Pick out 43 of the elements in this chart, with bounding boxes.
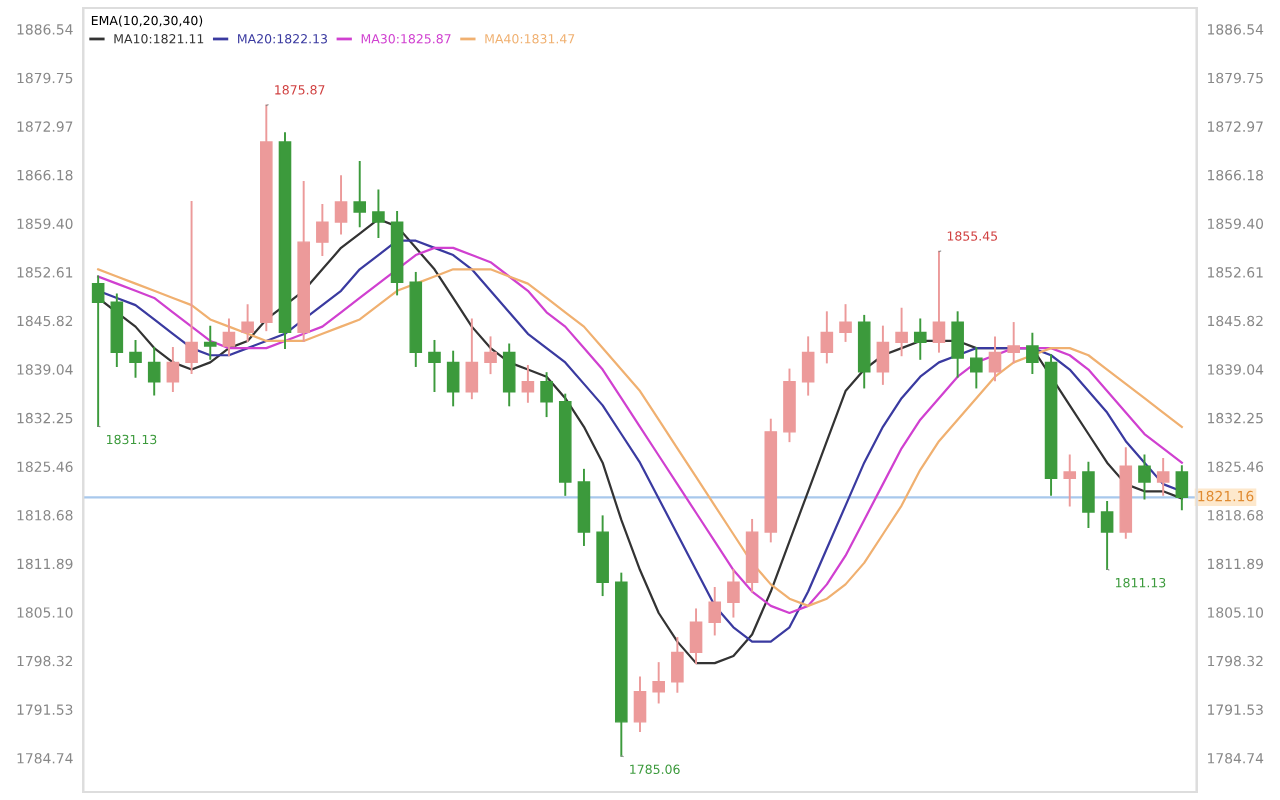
candlestick	[727, 569, 740, 618]
candlestick	[895, 307, 908, 357]
candlestick	[147, 347, 161, 396]
candlestick	[1156, 458, 1170, 496]
candlestick	[1026, 332, 1039, 375]
candlestick	[970, 347, 983, 389]
candlestick	[876, 325, 890, 385]
candlestick	[1175, 465, 1189, 511]
candlestick	[652, 662, 665, 704]
candlestick	[1100, 501, 1114, 571]
candlestick	[446, 350, 460, 407]
candlestick	[166, 347, 180, 393]
candlestick	[222, 318, 236, 357]
candlestick	[203, 325, 217, 360]
candlestick	[540, 372, 553, 418]
candlestick	[353, 160, 367, 228]
candlestick	[820, 311, 834, 364]
candlestick	[1007, 322, 1020, 364]
candlestick	[241, 304, 254, 342]
candlestick	[185, 201, 198, 375]
candlestick	[839, 304, 852, 342]
candlestick	[428, 339, 441, 393]
candlestick	[372, 189, 385, 239]
candlestick	[465, 318, 479, 400]
candlestick	[521, 365, 535, 403]
candlestick	[1138, 454, 1151, 500]
candlestick	[1082, 461, 1095, 529]
candlestick	[502, 343, 516, 407]
candlestick	[708, 586, 722, 636]
candlestick	[484, 336, 497, 375]
candlestick	[334, 175, 348, 235]
candlestick	[689, 608, 703, 665]
candlestick	[633, 676, 647, 733]
candlestick	[671, 637, 684, 693]
candlestick	[1063, 454, 1077, 507]
candlestick	[988, 336, 1002, 382]
candlestick	[913, 318, 927, 360]
candlestick	[951, 311, 964, 378]
candlestick	[932, 250, 946, 353]
candlestick	[129, 339, 142, 378]
candlestick	[91, 275, 105, 427]
candlestick	[801, 336, 815, 396]
candlestick	[316, 203, 329, 256]
